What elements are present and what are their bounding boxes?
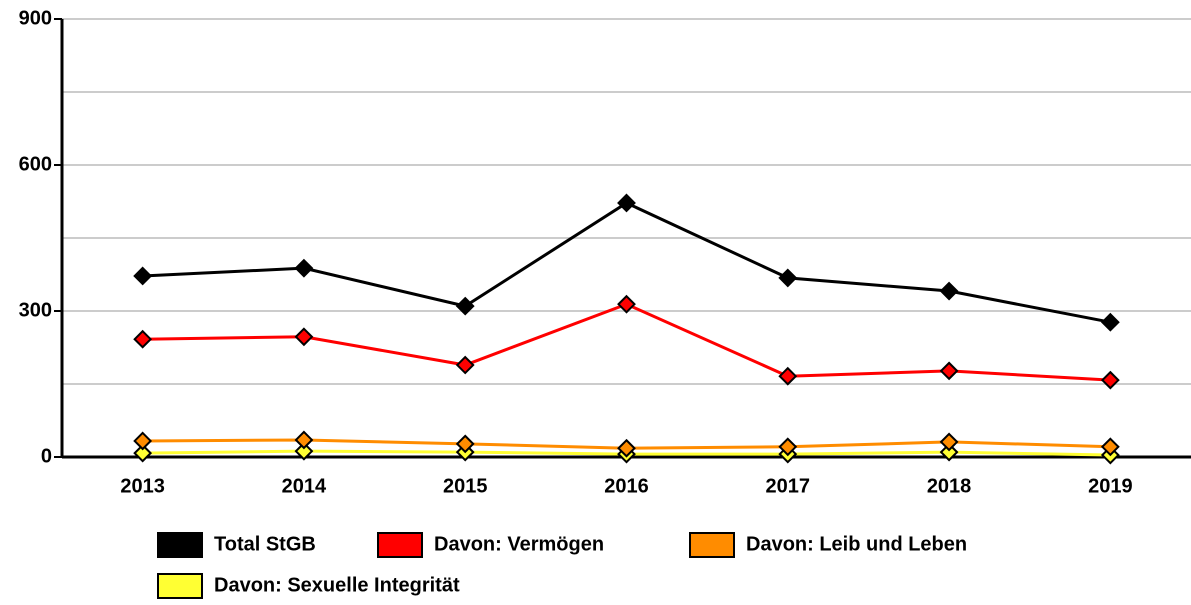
legend-swatch — [157, 532, 203, 558]
data-point — [294, 430, 314, 450]
data-point — [133, 431, 153, 451]
legend-swatch — [377, 532, 423, 558]
x-tick-label: 2017 — [766, 475, 811, 497]
x-tick-label: 2018 — [927, 475, 972, 497]
data-point — [294, 441, 314, 461]
data-point — [294, 258, 314, 278]
data-point — [1100, 370, 1120, 390]
x-tick-label: 2019 — [1088, 475, 1133, 497]
legend-label: Total StGB — [214, 533, 316, 555]
data-point — [294, 327, 314, 347]
data-point — [778, 366, 798, 386]
y-tick-label: 900 — [19, 7, 52, 29]
data-point — [455, 296, 475, 316]
x-tick-label: 2014 — [282, 475, 327, 497]
y-tick-label: 600 — [19, 153, 52, 175]
legend-label: Davon: Leib und Leben — [746, 533, 967, 555]
x-tick-label: 2013 — [120, 475, 165, 497]
data-point — [617, 438, 636, 458]
data-point — [939, 432, 959, 452]
data-point — [133, 266, 153, 286]
data-point — [778, 268, 798, 288]
x-tick-label: 2015 — [443, 475, 488, 497]
data-point — [617, 294, 636, 314]
data-point — [1100, 437, 1120, 457]
data-point — [939, 442, 959, 462]
data-point — [778, 437, 798, 457]
legend-swatch — [689, 532, 735, 558]
legend-label: Davon: Vermögen — [434, 533, 604, 555]
data-point — [455, 355, 475, 375]
data-point — [455, 434, 475, 454]
y-tick-label: 0 — [41, 445, 52, 467]
x-tick-label: 2016 — [604, 475, 649, 497]
y-tick-label: 300 — [19, 299, 52, 321]
legend-label: Davon: Sexuelle Integrität — [214, 574, 460, 596]
series-line — [142, 302, 1111, 382]
data-point — [617, 193, 636, 213]
data-point — [133, 443, 153, 463]
data-point — [1100, 312, 1120, 332]
legend-swatch — [157, 573, 203, 599]
data-point — [133, 329, 153, 349]
data-point — [939, 361, 959, 381]
data-point — [939, 281, 959, 301]
